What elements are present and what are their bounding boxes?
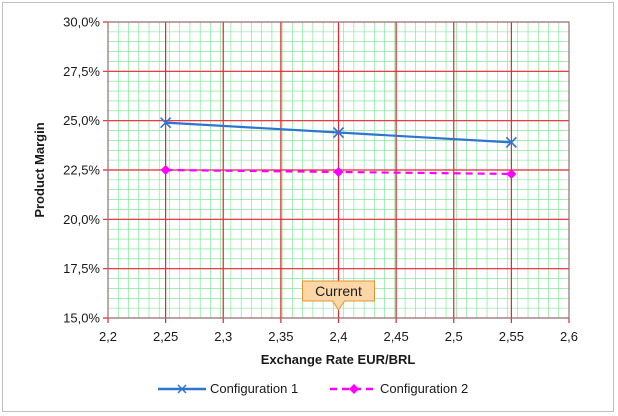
y-tick-label: 27,5%	[63, 64, 100, 79]
data-point-config-1	[160, 117, 172, 129]
y-tick-label: 17,5%	[63, 261, 100, 276]
data-point-stroke	[160, 117, 172, 129]
x-tick-label: 2,6	[560, 329, 578, 344]
x-tick-label: 2,3	[214, 329, 232, 344]
legend-marker-config-2	[349, 384, 359, 394]
x-tick-label: 2,25	[153, 329, 178, 344]
plot-border	[107, 21, 570, 319]
y-tick-label: 15,0%	[63, 311, 100, 326]
series-layer	[160, 117, 517, 179]
x-tick-label: 2,55	[499, 329, 524, 344]
x-tick-label: 2,45	[383, 329, 408, 344]
x-tick-label: 2,4	[329, 329, 347, 344]
y-tick-label: 20,0%	[63, 212, 100, 227]
legend-label-config-2: Configuration 2	[380, 381, 468, 396]
x-tick-label: 2,5	[445, 329, 463, 344]
y-tick-label: 30,0%	[63, 15, 100, 30]
data-point-config-2	[160, 165, 171, 175]
data-point-config-1	[505, 136, 517, 148]
legend-marker-config-1	[177, 384, 187, 394]
legend: Configuration 1 Configuration 2	[158, 381, 468, 396]
data-point-config-2	[333, 166, 344, 177]
y-tick-label: 22,5%	[63, 163, 100, 178]
y-axis-title: Product Margin	[32, 122, 47, 217]
data-point-config-2	[506, 168, 517, 179]
y-tick-label: 25,0%	[63, 113, 100, 128]
data-point-config-1	[332, 126, 345, 139]
y-tick-labels: 15,0% 17,5% 20,0% 22,5% 25,0% 27,5% 30,0%	[63, 15, 100, 326]
x-tick-label: 2,2	[99, 329, 117, 344]
x-axis-title: Exchange Rate EUR/BRL	[261, 352, 416, 367]
current-annotation: Current	[302, 280, 375, 311]
legend-label-config-1: Configuration 1	[210, 381, 298, 396]
data-point-stroke	[332, 126, 345, 139]
current-callout-label: Current	[315, 283, 362, 299]
current-callout-shape	[302, 280, 375, 311]
x-tick-label: 2,35	[268, 329, 293, 344]
major-grid	[103, 21, 570, 323]
x-tick-labels: 2,2 2,25 2,3 2,35 2,4 2,45 2,5 2,55 2,6	[99, 329, 578, 344]
data-point-stroke	[505, 136, 517, 148]
